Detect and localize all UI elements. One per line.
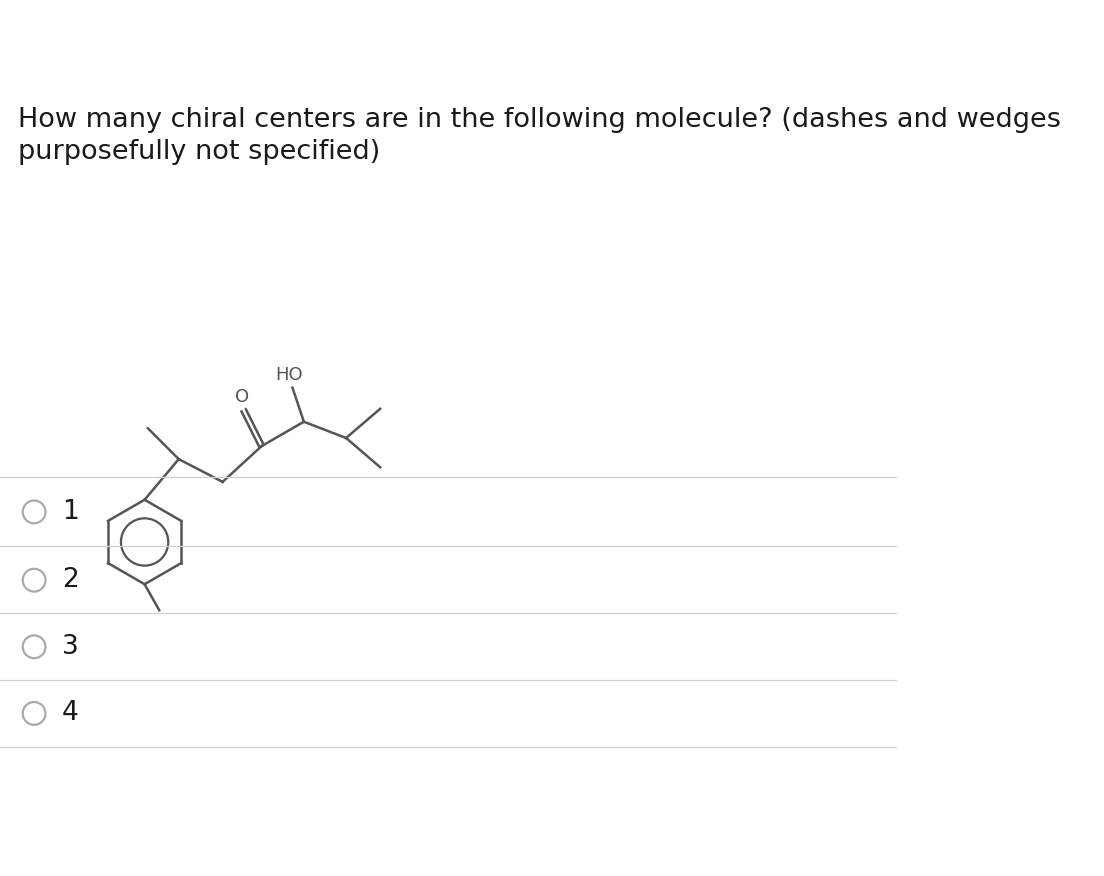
Text: HO: HO [275,366,302,385]
Text: 3: 3 [62,634,78,660]
Text: O: O [235,387,250,406]
Text: purposefully not specified): purposefully not specified) [18,139,380,165]
Text: 2: 2 [62,567,78,593]
Text: How many chiral centers are in the following molecule? (dashes and wedges: How many chiral centers are in the follo… [18,107,1061,132]
Text: 1: 1 [62,499,78,525]
Text: 4: 4 [62,701,78,726]
